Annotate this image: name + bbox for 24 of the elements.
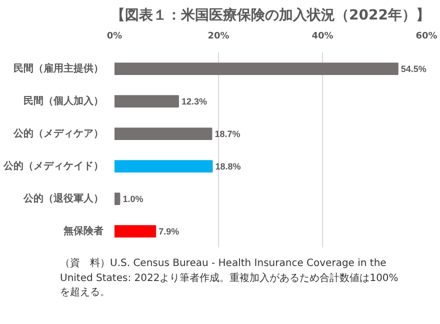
data-label: 7.9% (158, 226, 180, 236)
y-tick-label: 民間（個人加入） (24, 94, 104, 107)
bar (114, 160, 213, 172)
x-tick-label: 60% (416, 32, 438, 42)
bar (114, 62, 398, 75)
bar (114, 128, 212, 140)
x-tick-label: 20% (208, 32, 230, 42)
bar (114, 95, 179, 108)
y-tick-label: 無保険者 (62, 224, 104, 237)
y-tick-label: 公的（メディケア） (12, 127, 104, 140)
data-label: 18.8% (215, 161, 241, 172)
data-label: 12.3% (181, 96, 207, 106)
data-label: 1.0% (122, 194, 144, 204)
x-tick-label: 0% (106, 32, 122, 42)
bar (114, 192, 120, 205)
data-label: 18.7% (214, 128, 240, 139)
text: （資 料）U.S. Census Bureau - Health Insurance Coverage in the United States: 2022より筆者作成。重複加入があるため合計数値は100%を超える。 (60, 257, 400, 300)
x-tick-label: 40% (312, 32, 334, 42)
chart-title: 【図表１：米国医療保険の加入状況（2022年）】 (111, 6, 430, 24)
y-tick-label: 公的（メディケイド） (2, 160, 104, 172)
data-label: 54.5% (400, 64, 426, 74)
y-tick-label: 民間（雇用主提供） (14, 62, 104, 74)
bar (114, 225, 156, 238)
y-tick-label: 公的（退役軍人） (22, 192, 104, 204)
